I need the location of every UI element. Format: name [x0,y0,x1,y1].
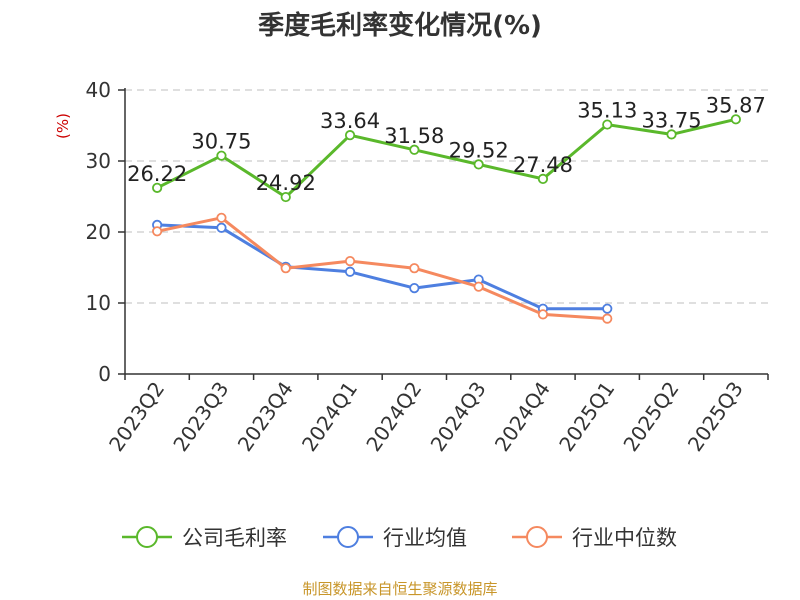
data-label: 30.75 [191,130,251,154]
data-point [409,263,420,274]
data-label: 33.75 [641,108,701,132]
legend-label: 公司毛利率 [182,526,287,550]
series-line [156,216,608,321]
x-tick-label: 2024Q1 [297,377,362,456]
legend: 公司毛利率 行业均值 行业中位数 [122,526,677,550]
y-tick-label: 0 [98,362,111,386]
y-tick-label: 40 [86,78,111,102]
data-label: 31.58 [384,124,444,148]
legend-item: 行业均值 [323,526,467,550]
data-point [216,150,227,161]
data-point [152,182,163,193]
x-tick-label: 2024Q2 [361,377,426,456]
legend-label: 行业均值 [383,526,467,550]
data-point [280,191,291,203]
legend-marker [526,526,548,548]
data-point [537,309,549,320]
data-label: 33.64 [320,109,380,133]
legend-item: 公司毛利率 [122,526,287,550]
data-point [666,129,677,140]
y-axis-unit-label: (%) [54,113,72,139]
x-tick-label: 2025Q1 [554,377,619,456]
chart-title: 季度毛利率变化情况(%) [258,10,542,41]
data-point [409,282,420,294]
data-point [473,159,484,170]
data-point [730,114,741,125]
data-point [344,266,356,277]
source-note: 制图数据来自恒生聚源数据库 [302,580,497,598]
x-tick-labels: 2023Q2 2023Q3 2023Q4 2024Q1 2024Q2 2024Q3 2024… [104,377,748,456]
series-line [157,223,608,311]
x-tick-label: 2023Q2 [104,377,169,456]
data-label: 24.92 [256,171,316,195]
data-point [216,222,227,233]
data-point [537,173,549,184]
data-point [152,226,163,237]
series-lines [152,114,741,324]
series-line [156,117,737,199]
data-point [602,303,613,314]
data-point [280,263,291,274]
x-tick-label: 2024Q4 [490,377,555,456]
data-label: 35.87 [706,93,766,117]
legend-marker [337,526,359,548]
legend-item: 行业中位数 [512,526,677,550]
data-point [602,313,613,324]
data-point [216,212,227,223]
y-tick-label: 10 [86,291,111,315]
y-tick-labels: 0 10 20 30 40 [86,78,111,386]
legend-label: 行业中位数 [572,526,677,550]
y-tick-label: 30 [86,149,111,173]
x-tick-label: 2023Q3 [168,377,233,456]
x-tick-label: 2024Q3 [426,377,491,456]
data-label: 35.13 [577,99,637,123]
data-point [602,119,613,130]
data-point [344,130,356,141]
data-label: 26.22 [127,162,187,186]
legend-marker [136,526,158,548]
data-point [344,256,356,267]
data-label: 29.52 [449,138,509,162]
data-point [409,144,420,155]
data-label: 27.48 [513,153,573,177]
axes [118,88,769,380]
x-tick-label: 2025Q2 [618,377,683,456]
x-tick-label: 2025Q3 [683,377,748,456]
y-tick-label: 20 [86,220,111,244]
x-tick-label: 2023Q4 [233,377,298,456]
data-point [473,281,484,292]
